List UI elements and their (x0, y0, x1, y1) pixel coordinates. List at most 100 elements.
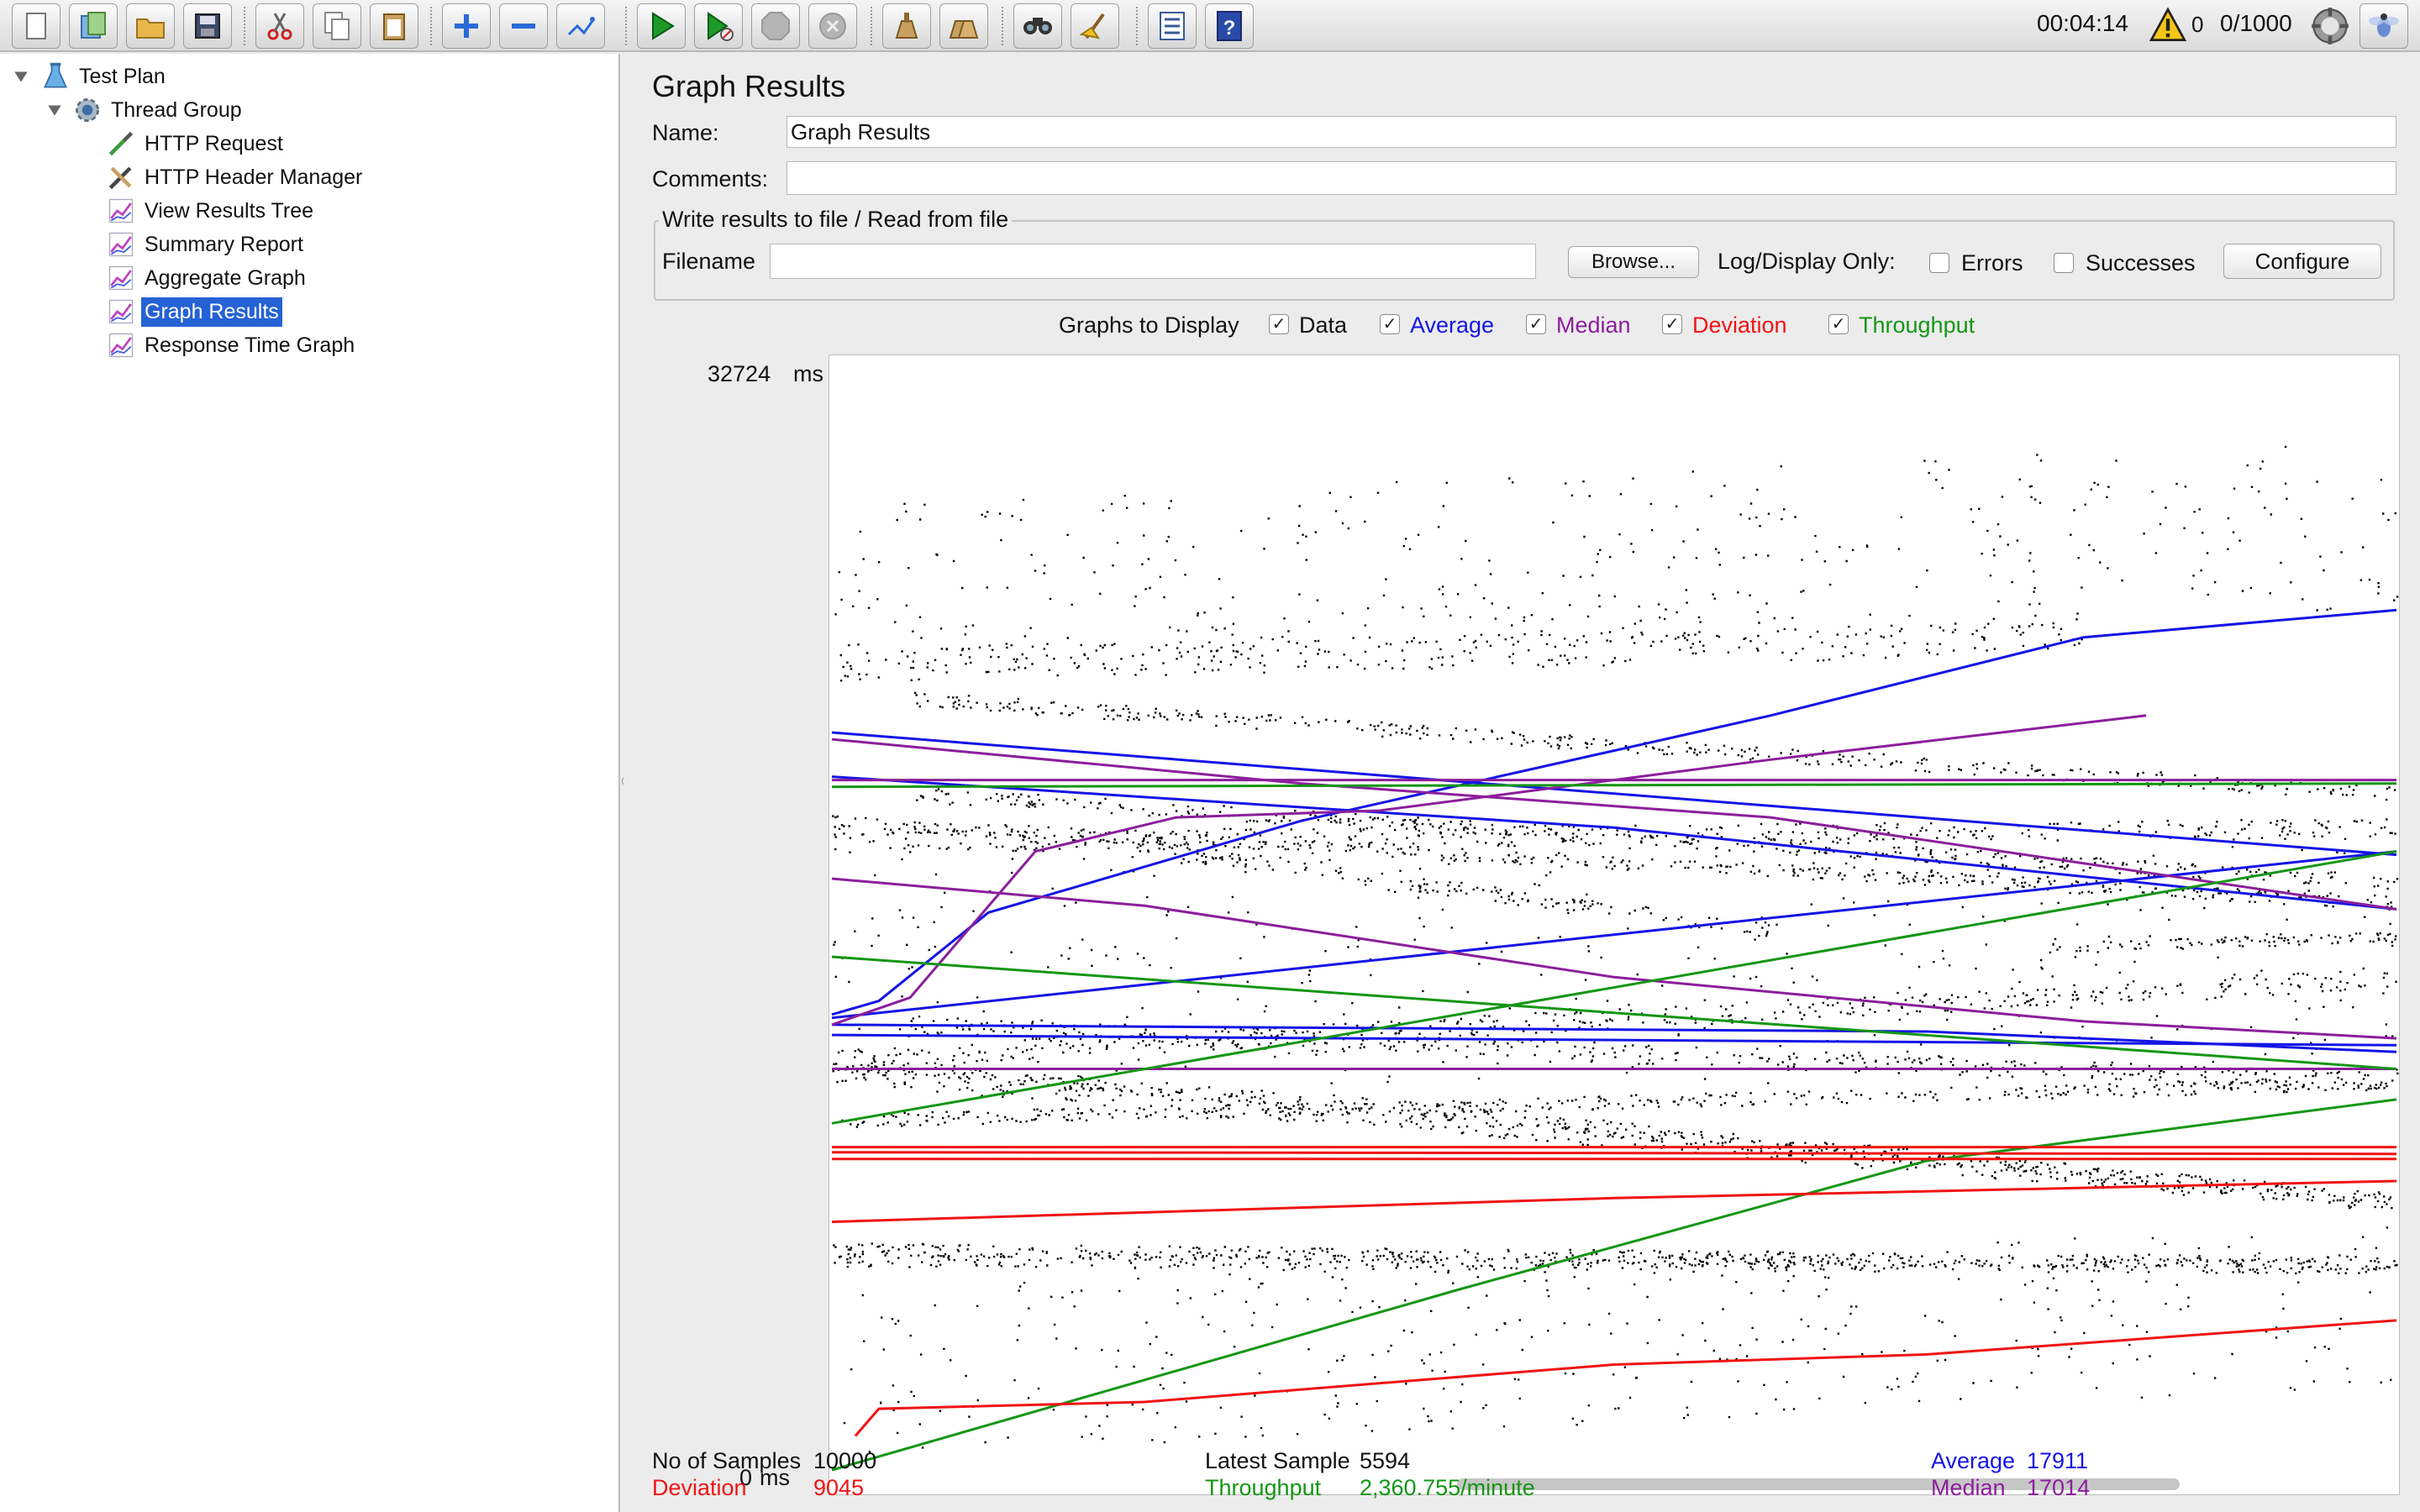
filename-field[interactable] (770, 244, 1536, 279)
tree-item-aggregate-graph[interactable]: Aggregate Graph (106, 262, 309, 294)
graph-listener-icon (108, 265, 134, 291)
filename-label: Filename (662, 249, 756, 274)
horizontal-scrollbar[interactable] (1457, 1478, 2180, 1490)
search-button[interactable] (1013, 3, 1062, 49)
median-stat-label: Median (1931, 1475, 2006, 1500)
function-helper-button[interactable] (1148, 3, 1197, 49)
show-data-checkbox[interactable]: ✓ (1269, 314, 1289, 334)
tree-item-label: Graph Results (141, 297, 282, 327)
flask-icon (44, 62, 67, 88)
start-no-pauses-icon (708, 12, 734, 41)
tree-expander-icon[interactable] (12, 67, 30, 86)
average-line (831, 850, 2397, 1020)
deviation-line (854, 1319, 2397, 1437)
templates-icon (81, 12, 106, 39)
start-icon (652, 12, 675, 40)
tree-item-graph-results[interactable]: Graph Results (106, 296, 282, 328)
successes-label: Successes (2086, 250, 2196, 276)
toggle-icon (567, 17, 595, 36)
start-no-pauses-button[interactable] (694, 3, 743, 49)
show-deviation-checkbox[interactable]: ✓ (1662, 314, 1682, 334)
tree-item-summary-report[interactable]: Summary Report (106, 228, 307, 260)
tree-item-response-time-graph[interactable]: Response Time Graph (106, 329, 358, 361)
show-average-checkbox[interactable]: ✓ (1380, 314, 1400, 334)
graph-results-panel: Graph Results Name: Comments: Write resu… (623, 54, 2420, 1512)
log-display-label: Log/Display Only: (1718, 249, 1896, 274)
expand-button[interactable] (442, 3, 491, 49)
graph-listener-icon (108, 198, 134, 223)
tree-item-http-header-manager[interactable]: HTTP Header Manager (106, 161, 366, 193)
tree-item-thread-group[interactable]: Thread Group (72, 94, 245, 126)
warning-icon[interactable] (2149, 7, 2186, 44)
successes-checkbox[interactable] (2054, 253, 2074, 273)
errors-checkbox[interactable] (1929, 253, 1949, 273)
clear-button[interactable] (882, 3, 931, 49)
latest-sample-value: 5594 (1360, 1448, 1411, 1473)
paste-icon (383, 13, 405, 40)
show-median-label: Median (1556, 312, 1631, 338)
toolbar-separator (1002, 7, 1003, 45)
log-viewer-icon (2369, 13, 2399, 37)
stop-button[interactable] (751, 3, 800, 49)
start-button[interactable] (637, 3, 686, 49)
toolbar-separator (1136, 7, 1138, 45)
tree-item-test-plan[interactable]: Test Plan (40, 60, 169, 92)
show-median-checkbox[interactable]: ✓ (1526, 314, 1546, 334)
median-line (831, 738, 2397, 911)
file-group (654, 220, 2395, 301)
data-points-band (833, 846, 2398, 1084)
comments-field[interactable] (786, 161, 2396, 195)
page-title: Graph Results (652, 69, 846, 103)
open-button[interactable] (126, 3, 175, 49)
clear-all-button[interactable] (939, 3, 988, 49)
average-line (831, 608, 2397, 1016)
graph-listener-icon (108, 232, 134, 257)
tree-expander-icon[interactable] (45, 101, 64, 119)
graph-listener-icon (108, 333, 134, 358)
tree-item-http-request[interactable]: HTTP Request (106, 128, 287, 160)
graph-canvas (831, 445, 2399, 1472)
save-icon (195, 13, 220, 39)
show-throughput-checkbox[interactable]: ✓ (1828, 314, 1849, 334)
show-average-label: Average (1410, 312, 1495, 338)
collapse-button[interactable] (499, 3, 548, 49)
templates-button[interactable] (69, 3, 118, 49)
cut-button[interactable] (255, 3, 304, 49)
data-points-band (832, 815, 2393, 911)
median-line (831, 714, 2147, 1026)
data-points-band (832, 1065, 2393, 1210)
toolbar: ? 00:04:14 0 0/1000 (0, 0, 2420, 52)
tree-item-label: HTTP Header Manager (145, 165, 363, 189)
deviation-line (831, 1179, 2397, 1224)
copy-button[interactable] (313, 3, 361, 49)
log-viewer-button[interactable] (2360, 3, 2408, 49)
shutdown-button[interactable] (808, 3, 857, 49)
reset-search-button[interactable] (1071, 3, 1119, 49)
name-field[interactable] (786, 116, 2396, 148)
save-button[interactable] (183, 3, 232, 49)
tree-item-view-results-tree[interactable]: View Results Tree (106, 195, 317, 227)
pipette-icon (108, 131, 134, 156)
y-min-label: 0 (739, 1465, 753, 1490)
new-button[interactable] (12, 3, 60, 49)
data-points-band (843, 1226, 2392, 1453)
browse-button[interactable]: Browse... (1568, 246, 1699, 278)
throughput-stat-label: Throughput (1205, 1475, 1322, 1500)
data-points-band (2052, 932, 2397, 953)
toolbar-separator (244, 7, 245, 45)
toggle-button[interactable] (556, 3, 605, 49)
svg-text:?: ? (1223, 17, 1236, 39)
tree-item-label: Aggregate Graph (145, 265, 306, 290)
active-threads: 0/1000 (2220, 10, 2292, 36)
average-line (831, 1023, 2397, 1053)
toolbar-separator (430, 7, 432, 45)
throughput-line (831, 955, 2397, 1070)
paste-button[interactable] (370, 3, 418, 49)
plot-area (829, 354, 2400, 1495)
configure-button[interactable]: Configure (2223, 244, 2381, 279)
average-line (831, 731, 2397, 857)
help-button[interactable]: ? (1205, 3, 1254, 49)
tree-item-label: Response Time Graph (145, 333, 355, 357)
tools-icon (108, 166, 132, 190)
shutdown-icon (819, 13, 846, 39)
